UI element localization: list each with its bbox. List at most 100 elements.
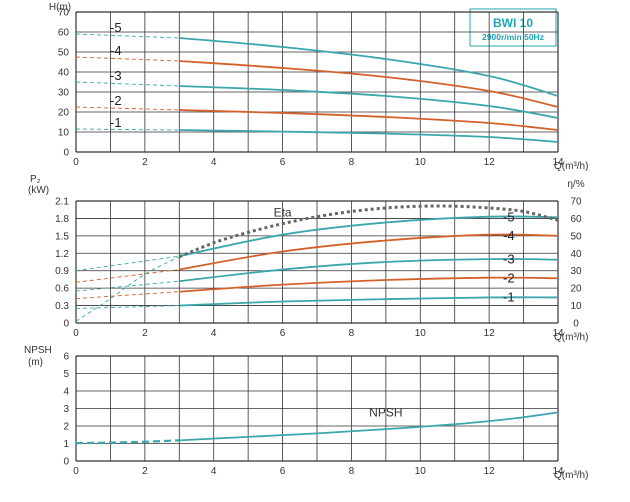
- series-label: -4: [110, 43, 122, 58]
- y-tick-label: 1: [63, 439, 69, 450]
- y-axis-label: NPSH: [24, 345, 52, 356]
- badge-frame: [469, 8, 557, 47]
- x-tick-label: 12: [484, 466, 496, 477]
- y-tick-label: 1.8: [55, 214, 69, 225]
- x-tick-label: 0: [73, 157, 79, 168]
- y2-tick-label: 40: [570, 249, 582, 260]
- series-line-dashed: [75, 291, 180, 300]
- series-line-dashed: [75, 33, 180, 39]
- series-label: -5: [503, 209, 515, 224]
- series-line-dashed: [75, 56, 180, 62]
- npsh-curve-label: NPSH: [369, 406, 402, 420]
- y-tick-label: 10: [58, 128, 70, 139]
- panel-head: 0 2 4 6 8 10 12 14 0 10 20 30 40 50 60 70H(m) Q(m³/h) -5 -…: [49, 2, 589, 172]
- series-line-dashed: [75, 269, 180, 283]
- series-line: [179, 276, 559, 293]
- series-line-dashed: [75, 280, 180, 292]
- series-line: [179, 60, 559, 108]
- eta-label: Eta: [274, 205, 292, 219]
- y2-axis-label: η/%: [567, 179, 584, 190]
- x-tick-label: 4: [211, 466, 217, 477]
- series-label: -2: [110, 93, 122, 108]
- series-label: -1: [110, 115, 122, 130]
- y-axis-label: (m): [28, 357, 43, 368]
- series-line: [179, 411, 559, 442]
- y-axis-label: P₂: [30, 174, 41, 185]
- series-line: [179, 129, 559, 143]
- y-axis-label: (kW): [28, 185, 49, 196]
- x-tick-label: 6: [280, 157, 286, 168]
- x-tick-label: 6: [280, 466, 286, 477]
- x-tick-label: 8: [349, 157, 355, 168]
- y-tick-label: 70: [58, 8, 70, 19]
- x-tick-label: 2: [142, 157, 148, 168]
- x-tick-label: 14: [552, 157, 564, 168]
- y-tick-label: 2: [63, 422, 69, 433]
- y2-tick-label: 70: [570, 197, 582, 208]
- y-tick-label: 60: [58, 28, 70, 39]
- series-label: -4: [503, 228, 515, 243]
- eta-line: [178, 204, 559, 259]
- panel-power_efficiency: 0 2 4 6 8 10 12 14 0 0.3 0.6 0.9 1.2 1.5 1.8 2.1 0 10 20 30…: [28, 174, 588, 343]
- series-line: [179, 258, 559, 283]
- y-tick-label: 30: [58, 88, 70, 99]
- x-tick-label: 10: [415, 466, 427, 477]
- y-tick-label: 1.2: [55, 249, 69, 260]
- x-tick-label: 10: [415, 328, 427, 339]
- badge-title: BWI 10: [493, 16, 533, 30]
- y-tick-label: 0.6: [55, 284, 69, 295]
- y-tick-label: 0.9: [55, 266, 69, 277]
- y2-tick-label: 60: [570, 214, 582, 225]
- x-tick-label: 4: [211, 328, 217, 339]
- y-tick-label: 6: [63, 352, 69, 363]
- y2-tick-label: 10: [570, 301, 582, 312]
- series-line-dashed: [75, 439, 180, 445]
- y2-tick-label: 0: [573, 319, 579, 330]
- y2-tick-label: 20: [570, 284, 582, 295]
- series-line-dashed: [75, 255, 180, 272]
- x-tick-label: 0: [73, 466, 79, 477]
- y-tick-label: 40: [58, 68, 70, 79]
- x-tick-label: 12: [484, 328, 496, 339]
- series-label: -2: [503, 270, 515, 285]
- y-axis-label: H(m): [49, 2, 71, 13]
- series-label: -1: [503, 289, 515, 304]
- y-tick-label: 3: [63, 404, 69, 415]
- series-line: [179, 215, 559, 258]
- x-tick-label: 8: [349, 466, 355, 477]
- y-tick-label: 0.3: [55, 301, 69, 312]
- y-tick-label: 0: [63, 148, 69, 159]
- x-axis-label: Q(m³/h): [554, 161, 588, 172]
- series-line: [179, 233, 559, 271]
- model-badge: BWI 10 2900r/min 50Hz: [469, 8, 557, 47]
- series-line-dashed: [75, 128, 180, 131]
- x-tick-label: 14: [552, 328, 564, 339]
- x-tick-label: 2: [142, 328, 148, 339]
- x-tick-label: 10: [415, 157, 427, 168]
- x-tick-label: 2: [142, 466, 148, 477]
- x-tick-label: 8: [349, 328, 355, 339]
- x-tick-label: 14: [552, 466, 564, 477]
- y-tick-label: 50: [58, 48, 70, 59]
- y-tick-label: 0: [63, 319, 69, 330]
- y-tick-label: 20: [58, 108, 70, 119]
- y2-tick-label: 50: [570, 231, 582, 242]
- x-tick-label: 4: [211, 157, 217, 168]
- y-tick-label: 2.1: [55, 197, 69, 208]
- series-label: -3: [503, 252, 515, 267]
- series-label: -3: [110, 68, 122, 83]
- badge-subtitle: 2900r/min 50Hz: [482, 32, 544, 42]
- series-line-dashed: [75, 305, 180, 309]
- series-line: [179, 109, 559, 131]
- series-line-dashed: [75, 81, 180, 87]
- series-label: -5: [110, 20, 122, 35]
- series-line: [179, 85, 559, 119]
- x-tick-label: 0: [73, 328, 79, 339]
- series-line-dashed: [75, 106, 180, 111]
- series-line: [179, 37, 559, 97]
- y-tick-label: 1.5: [55, 231, 69, 242]
- x-axis-label: Q(m³/h): [554, 332, 588, 343]
